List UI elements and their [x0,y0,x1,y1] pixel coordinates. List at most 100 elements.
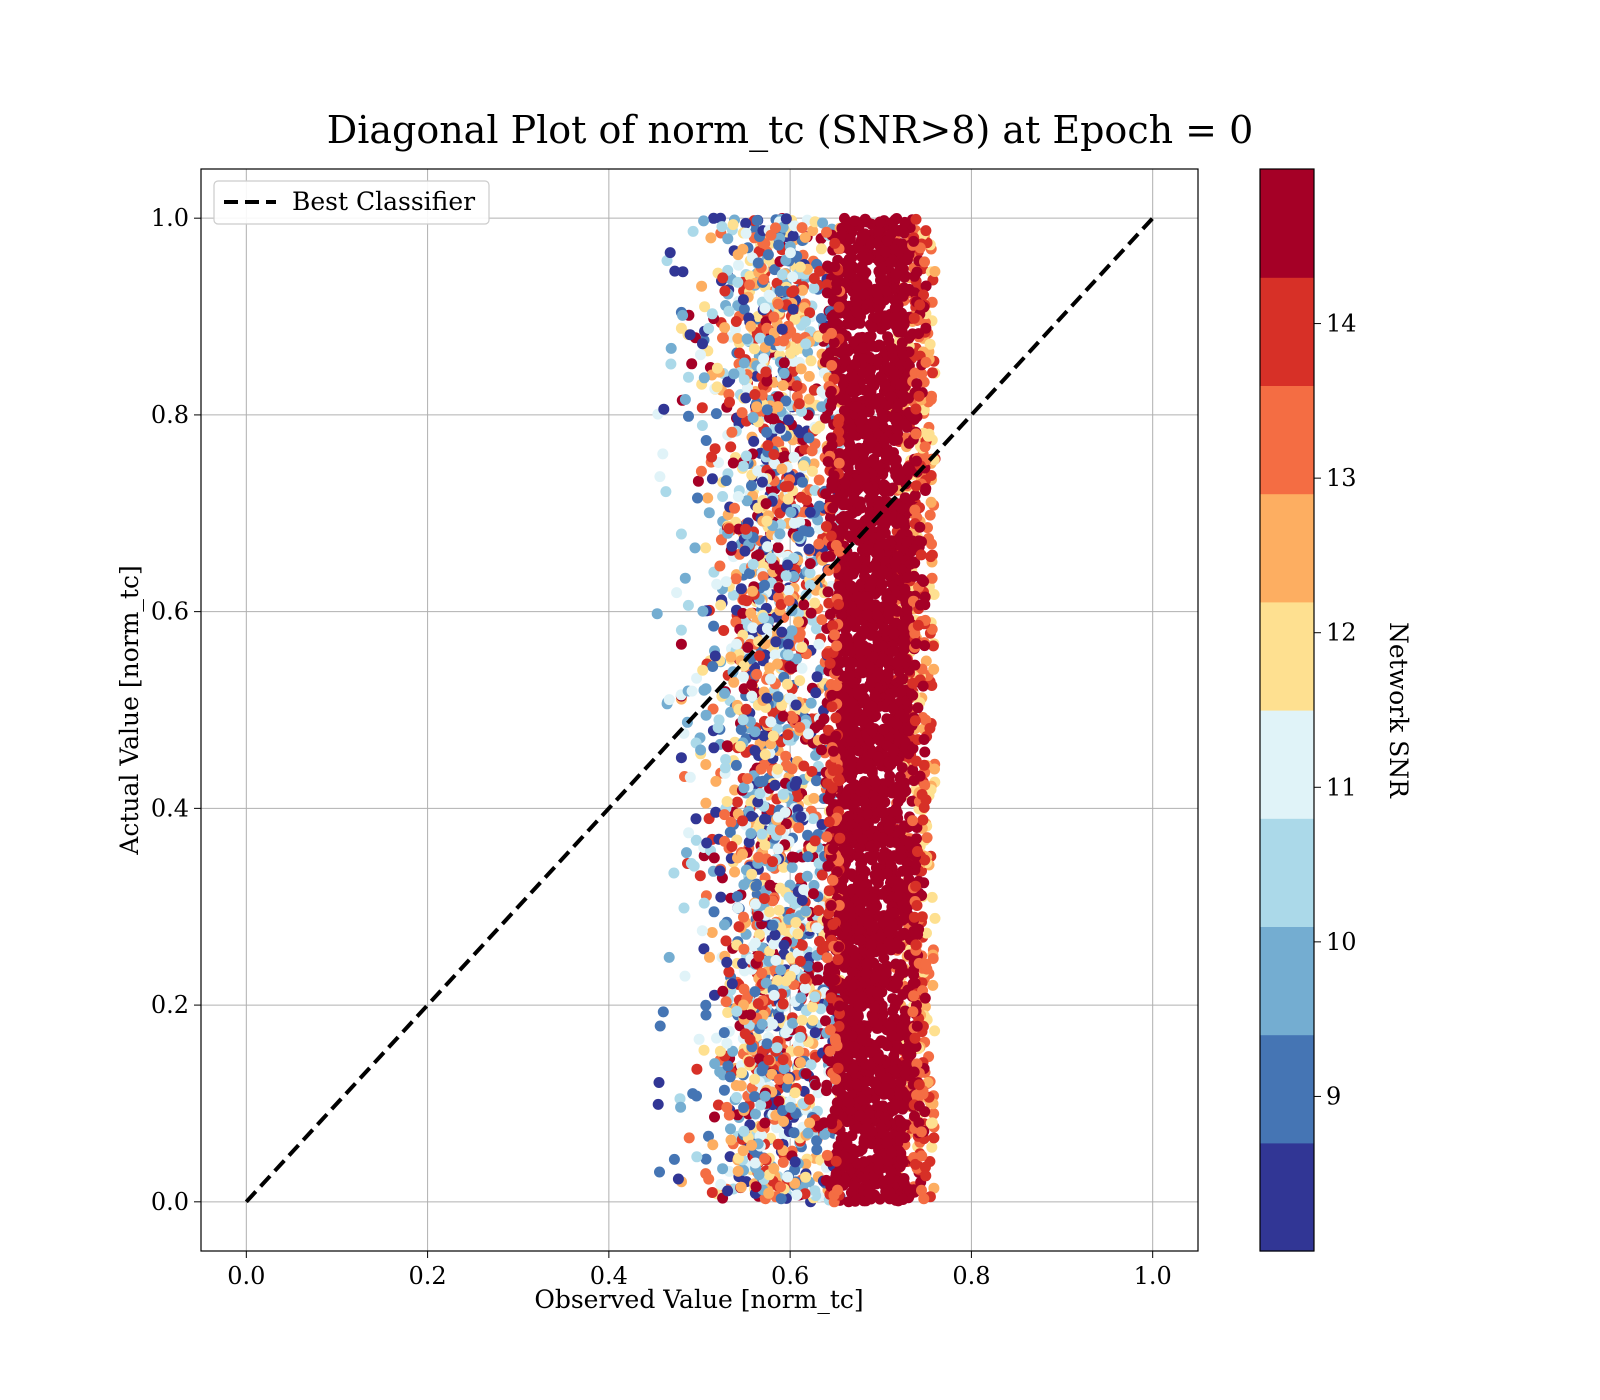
scatter-point [928,663,940,675]
scatter-point [770,636,782,648]
scatter-point [794,955,806,967]
scatter-point [735,724,747,735]
scatter-point [746,679,758,691]
scatter-point [707,1139,719,1151]
scatter-point [726,540,738,552]
scatter-point [756,1018,768,1030]
scatter-point [739,545,751,557]
scatter-point [799,982,811,994]
scatter-point [703,1130,714,1142]
scatter-point [664,247,676,259]
scatter-point [754,788,766,800]
scatter-point [737,671,749,683]
scatter-point [752,910,764,922]
scatter-point [762,440,774,451]
scatter-point [719,322,731,334]
scatter-point [776,626,788,638]
scatter-point [727,1045,739,1057]
scatter-point [711,381,723,393]
scatter-point [788,1127,800,1139]
scatter-point [738,357,750,369]
scatter-point [775,519,787,531]
scatter-point [731,638,743,650]
scatter-point [802,728,814,740]
scatter-point [781,1081,793,1093]
scatter-point [777,380,789,391]
scatter-point [750,1181,762,1193]
scatter-point [772,1138,784,1150]
scatter-point [764,334,775,346]
scatter-point [764,906,776,918]
scatter-point [796,222,808,234]
scatter-point [893,326,905,338]
scatter-point [849,480,861,492]
scatter-point [773,1012,785,1024]
scatter-point [731,891,743,902]
scatter-point [695,465,707,477]
scatter-point [695,349,706,361]
scatter-point [675,624,687,636]
scatter-point [732,333,744,344]
scatter-point [808,879,820,891]
scatter-point [759,1117,771,1129]
scatter-point [651,608,663,620]
scatter-point [726,978,738,990]
scatter-point [779,806,791,818]
scatter-point [731,1092,742,1103]
scatter-points [651,212,941,1208]
scatter-point [751,550,763,562]
scatter-point [754,650,765,662]
scatter-point [840,394,852,406]
scatter-point [763,1187,775,1199]
scatter-point [725,1123,736,1135]
scatter-point [794,675,806,687]
scatter-point [733,921,745,933]
scatter-point [725,651,737,663]
scatter-point [757,571,769,583]
scatter-point [768,311,780,323]
scatter-point [740,392,752,404]
scatter-point [693,1033,705,1045]
scatter-point [743,836,755,848]
scatter-point [813,331,825,343]
scatter-point [696,420,708,431]
scatter-point [752,796,764,808]
scatter-point [898,227,910,239]
scatter-point [778,1115,789,1127]
scatter-point [782,1073,794,1085]
scatter-point [786,862,798,873]
scatter-point [777,788,789,800]
scatter-point [710,408,722,420]
scatter-point [677,266,689,278]
scatter-point [773,239,785,251]
scatter-point [751,215,763,226]
scatter-point [787,271,799,283]
scatter-point [723,523,735,535]
scatter-point [682,599,694,611]
scatter-point [773,1095,785,1107]
scatter-point [809,1027,821,1039]
scatter-point [794,721,806,733]
scatter-point [927,367,938,379]
scatter-point [730,1080,742,1091]
scatter-point [737,243,749,255]
scatter-point [727,219,739,231]
scatter-point [736,1067,748,1079]
scatter-point [719,809,730,821]
scatter-point [776,269,788,281]
scatter-point [709,1058,721,1070]
scatter-point [806,445,818,457]
scatter-point [921,832,933,844]
scatter-point [797,476,808,488]
scatter-point [808,282,820,294]
scatter-point [727,457,739,469]
scatter-point [811,671,823,683]
scatter-point [713,714,725,726]
scatter-point [714,1045,726,1057]
scatter-point [712,1099,724,1111]
scatter-point [778,861,790,873]
scatter-point [683,1132,695,1144]
scatter-point [737,1145,749,1157]
scatter-point [929,912,941,924]
scatter-point [723,966,735,978]
